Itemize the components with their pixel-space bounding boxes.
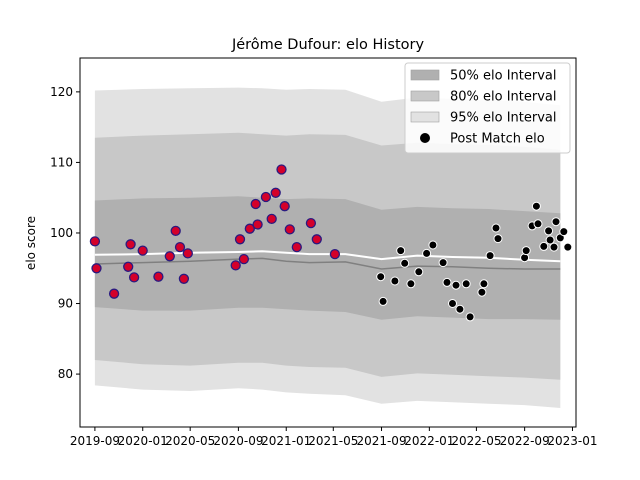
post-match-elo-point <box>521 246 531 256</box>
x-tick-label: 2020-05 <box>165 434 215 448</box>
y-axis-label: elo score <box>24 216 38 270</box>
post-match-elo-point <box>438 258 448 268</box>
post-match-elo-point <box>563 242 573 252</box>
post-match-elo-point <box>153 271 164 282</box>
post-match-elo-point <box>279 201 290 212</box>
post-match-elo-point <box>442 277 452 287</box>
x-tick-label: 2020-01 <box>118 434 168 448</box>
chart-title: Jérôme Dufour: elo History <box>231 37 425 53</box>
legend-label: 50% elo Interval <box>450 69 557 84</box>
band-50-interval <box>94 196 561 320</box>
post-match-elo-point <box>252 219 263 230</box>
post-match-elo-point <box>276 164 287 175</box>
legend-label: Post Match elo <box>450 132 545 147</box>
legend-marker <box>420 133 430 143</box>
plot-frame <box>79 57 577 428</box>
post-match-elo-point <box>250 198 261 210</box>
x-tick-label: 2021-01 <box>261 434 311 448</box>
y-tick-label: 120 <box>50 85 73 99</box>
plot-area: 80 90 100 110 120 2019-092020-012020-052020-0… <box>50 57 598 448</box>
post-match-elo-point <box>493 234 503 244</box>
y-tick-label: 90 <box>58 297 73 311</box>
post-match-elo-point <box>329 248 341 260</box>
plot-content <box>89 87 573 408</box>
post-match-elo-point <box>244 223 255 234</box>
post-match-elo-point <box>479 279 489 289</box>
post-match-elo-point <box>378 296 388 306</box>
post-match-elo-point <box>406 279 416 289</box>
post-match-elo-point <box>461 279 471 289</box>
post-match-elo-point <box>491 223 501 233</box>
x-tick-label: 2021-05 <box>308 434 358 448</box>
post-match-elo-point <box>123 261 134 272</box>
post-match-elo-point <box>477 287 487 297</box>
post-match-elo-point <box>531 201 541 211</box>
post-match-elo-point <box>559 227 569 237</box>
x-tick-label: 2022-05 <box>451 434 501 448</box>
post-match-elo-point <box>108 288 120 299</box>
post-match-elo-point <box>291 241 302 253</box>
x-tick-label: 2021-09 <box>356 434 406 448</box>
post-match-elo-point <box>164 251 175 262</box>
post-match-elo-point <box>544 226 554 236</box>
post-match-elo-point <box>551 217 561 227</box>
post-match-elo-point <box>428 240 438 250</box>
legend-label: 80% elo Interval <box>450 90 557 105</box>
post-match-elo-point <box>400 258 410 268</box>
legend-label: 95% elo Interval <box>450 111 557 126</box>
post-match-elo-point <box>485 251 495 261</box>
legend-swatch <box>410 90 440 102</box>
post-match-elo-point <box>91 263 102 274</box>
post-match-elo-point <box>234 234 246 245</box>
x-tick-label: 2020-09 <box>213 434 263 448</box>
post-match-elo-point <box>174 241 186 253</box>
x-tick-label: 2022-09 <box>500 434 550 448</box>
legend-swatch <box>410 69 440 81</box>
post-match-elo-point <box>266 213 277 225</box>
post-match-elo-point <box>451 280 461 290</box>
post-match-elo-point <box>455 304 465 314</box>
y-tick-label: 100 <box>50 226 73 240</box>
post-match-elo-point <box>396 246 406 256</box>
post-match-elo-point <box>545 235 555 245</box>
legend-swatch <box>410 111 440 123</box>
mean-elo-line <box>94 250 561 263</box>
post-match-elo-point <box>539 241 549 251</box>
legend-box <box>404 62 571 154</box>
x-tick-label: 2019-09 <box>70 434 120 448</box>
post-match-elo-point <box>178 273 190 284</box>
post-match-elo-point <box>533 219 543 229</box>
x-tick-label: 2022-01 <box>404 434 454 448</box>
post-match-elo-point <box>549 242 559 252</box>
post-match-elo-point <box>230 260 241 271</box>
y-tick-label: 110 <box>50 155 73 169</box>
post-match-elo-point <box>465 312 475 322</box>
post-match-elo-point <box>376 272 386 282</box>
post-match-elo-point <box>270 187 281 198</box>
median-elo-line <box>94 257 561 270</box>
post-match-elo-point <box>448 299 457 308</box>
legend: 50% elo Interval 80% elo Interval 95% elo … <box>404 62 571 154</box>
post-match-elo-point <box>284 224 295 235</box>
post-match-elo-point <box>137 245 148 256</box>
y-tick-label: 80 <box>58 367 73 381</box>
x-tick-label: 2023-01 <box>547 434 597 448</box>
post-match-elo-point <box>125 239 136 250</box>
post-match-elo-point <box>128 272 140 283</box>
post-match-elo-point <box>311 234 322 245</box>
post-match-elo-point <box>170 225 181 237</box>
post-match-elo-point <box>238 253 250 265</box>
post-match-elo-point <box>182 248 193 259</box>
post-match-elo-point <box>89 236 101 247</box>
post-match-elo-point <box>390 276 400 286</box>
post-match-elo-point <box>305 217 317 229</box>
post-match-elo-point <box>422 248 432 258</box>
post-match-elo-point <box>260 191 272 203</box>
post-match-elo-point <box>414 267 424 277</box>
